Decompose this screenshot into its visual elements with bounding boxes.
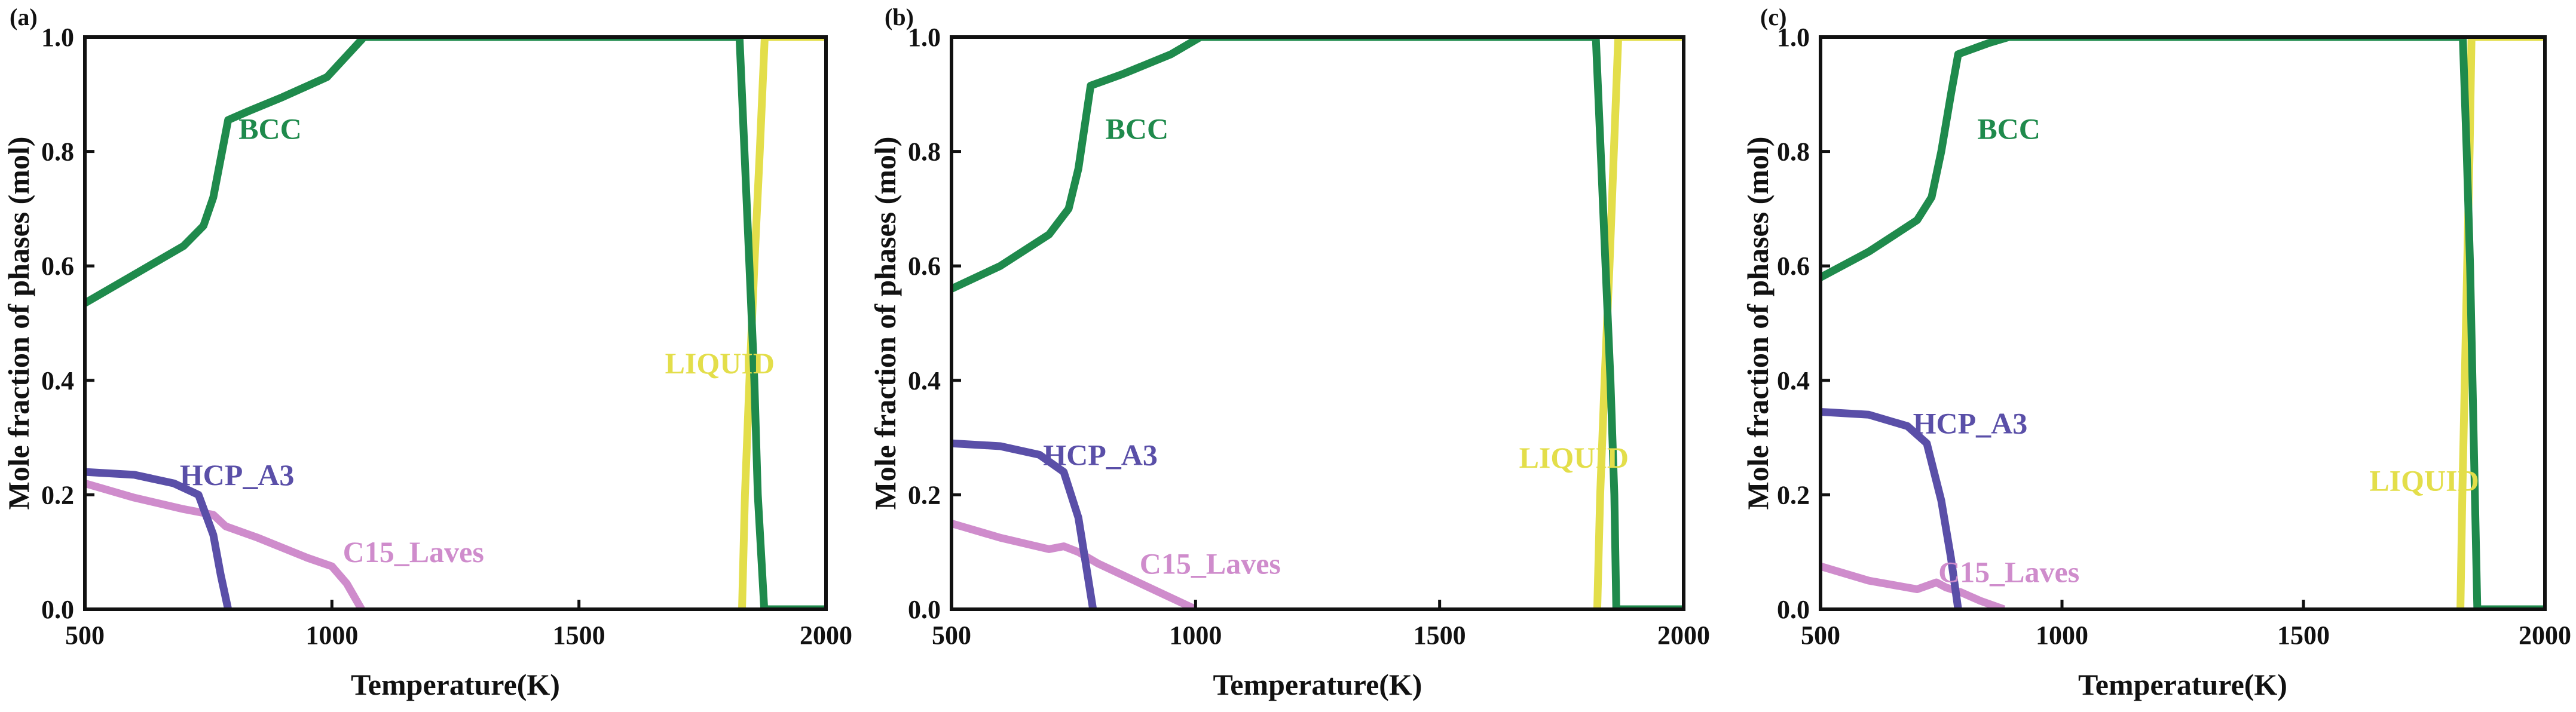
panel-b-y-tick-label-0-6: 0.6 xyxy=(908,251,941,281)
panel-b-c15-laves-line xyxy=(952,520,1198,609)
panel-a-plot-frame xyxy=(83,35,828,611)
panel-a-y-tick-label-0-8: 0.8 xyxy=(41,137,74,167)
panel-b-liquid-line xyxy=(1593,37,1684,609)
panel-a-x-axis-title: Temperature(K) xyxy=(351,668,560,701)
panel-c-x-tick-label-500: 500 xyxy=(1801,621,1840,650)
panel-a-series-lines xyxy=(85,37,826,609)
panel-c-y-tick-label-0-8: 0.8 xyxy=(1777,137,1810,167)
panel-a-x-tick-label-1500: 1500 xyxy=(553,621,605,650)
panel-b-hcp-a3-line xyxy=(952,439,1097,609)
panel-b-liquid-label: LIQUID xyxy=(1519,441,1629,474)
panel-c-y-tick-label-0-0: 0.0 xyxy=(1777,595,1810,624)
panel-b-y-tick-label-0-4: 0.4 xyxy=(908,366,941,395)
panel-c-c15-laves-label: C15_Laves xyxy=(1938,556,2079,589)
panel-a-bcc-label: BCC xyxy=(238,112,302,145)
panel-c-hcp-a3-line xyxy=(1821,408,1962,609)
panel-b-x-tick-label-2000: 2000 xyxy=(1657,621,1710,650)
panel-c-series-lines xyxy=(1821,37,2545,609)
panel-b-series-lines xyxy=(952,37,1684,609)
panel-a-x-tick-label-1000: 1000 xyxy=(305,621,358,650)
panel-a-y-axis-title: Mole fraction of phases (mol) xyxy=(2,137,35,510)
panel-a-y-tick-label-0-4: 0.4 xyxy=(41,366,74,395)
panel-b-bcc-line xyxy=(952,37,1684,609)
panel-a-y-tick-label-0-2: 0.2 xyxy=(41,480,74,510)
panel-b-label: (b) xyxy=(885,4,914,30)
panel-c-x-tick-label-1000: 1000 xyxy=(2036,621,2088,650)
panel-b-y-tick-label-0-2: 0.2 xyxy=(908,480,941,510)
panel-b-y-tick-label-0-8: 0.8 xyxy=(908,137,941,167)
panel-a-y-tick-label-0-0: 0.0 xyxy=(41,595,74,624)
panel-b-y-tick-label-0-0: 0.0 xyxy=(908,595,941,624)
panel-c-hcp-a3-label: HCP_A3 xyxy=(1913,407,2028,440)
panel-b-plot-frame xyxy=(950,35,1685,611)
panel-a-label: (a) xyxy=(10,4,38,30)
panel-b-x-tick-label-500: 500 xyxy=(932,621,971,650)
panel-b-x-tick-label-1000: 1000 xyxy=(1169,621,1222,650)
panel-b-c15-laves-label: C15_Laves xyxy=(1140,547,1281,580)
panel-c-bcc-line xyxy=(1821,37,2545,609)
panel-c: 500 1000 1500 2000 0.0 0.2 0.4 0.6 0.8 1.0 Tempera… xyxy=(1741,4,2571,701)
panel-c-y-tick-label-1-0: 1.0 xyxy=(1777,23,1810,52)
panel-a-liquid-label: LIQUID xyxy=(665,346,775,380)
panel-a-bcc-line xyxy=(85,37,826,609)
panel-c-x-tick-label-2000: 2000 xyxy=(2519,621,2571,650)
panel-c-x-axis-title: Temperature(K) xyxy=(2078,668,2287,701)
panel-b-x-tick-label-1500: 1500 xyxy=(1414,621,1466,650)
panel-c-liquid-label: LIQUID xyxy=(2369,464,2479,497)
panel-a-liquid-line xyxy=(738,37,826,609)
panel-a-c15-laves-line xyxy=(85,479,365,609)
panel-b: 500 1000 1500 2000 0.0 0.2 0.4 0.6 0.8 1.0 Tempera… xyxy=(868,4,1710,701)
panel-a-y-tick-label-1-0: 1.0 xyxy=(41,23,74,52)
panel-c-y-tick-label-0-4: 0.4 xyxy=(1777,366,1810,395)
panel-a-y-tick-label-0-6: 0.6 xyxy=(41,251,74,281)
panel-c-y-tick-label-0-6: 0.6 xyxy=(1777,251,1810,281)
panel-a-x-tick-label-2000: 2000 xyxy=(800,621,852,650)
panel-b-y-axis-title: Mole fraction of phases (mol) xyxy=(868,137,902,510)
panel-a-hcp-a3-line xyxy=(85,468,232,609)
panel-b-y-tick-label-1-0: 1.0 xyxy=(908,23,941,52)
panel-c-label: (c) xyxy=(1760,4,1786,30)
panel-c-bcc-label: BCC xyxy=(1977,112,2040,145)
panel-b-bcc-label: BCC xyxy=(1106,112,1169,145)
panel-c-x-tick-label-1500: 1500 xyxy=(2277,621,2330,650)
panel-a: 500 1000 1500 2000 0.0 0.2 0.4 0.6 0.8 1.0 Tempera… xyxy=(2,4,852,701)
panel-c-c15-laves-line xyxy=(1821,562,2006,609)
panel-a-hcp-a3-label: HCP_A3 xyxy=(180,458,295,492)
panel-a-x-tick-label-500: 500 xyxy=(65,621,105,650)
panel-c-y-tick-label-0-2: 0.2 xyxy=(1777,480,1810,510)
panel-c-plot-frame xyxy=(1819,35,2547,611)
panel-c-y-axis-title: Mole fraction of phases (mol) xyxy=(1741,137,1775,510)
panel-b-x-axis-title: Temperature(K) xyxy=(1213,668,1422,701)
panel-a-c15-laves-label: C15_Laves xyxy=(343,535,484,569)
panel-b-hcp-a3-label: HCP_A3 xyxy=(1043,438,1158,471)
